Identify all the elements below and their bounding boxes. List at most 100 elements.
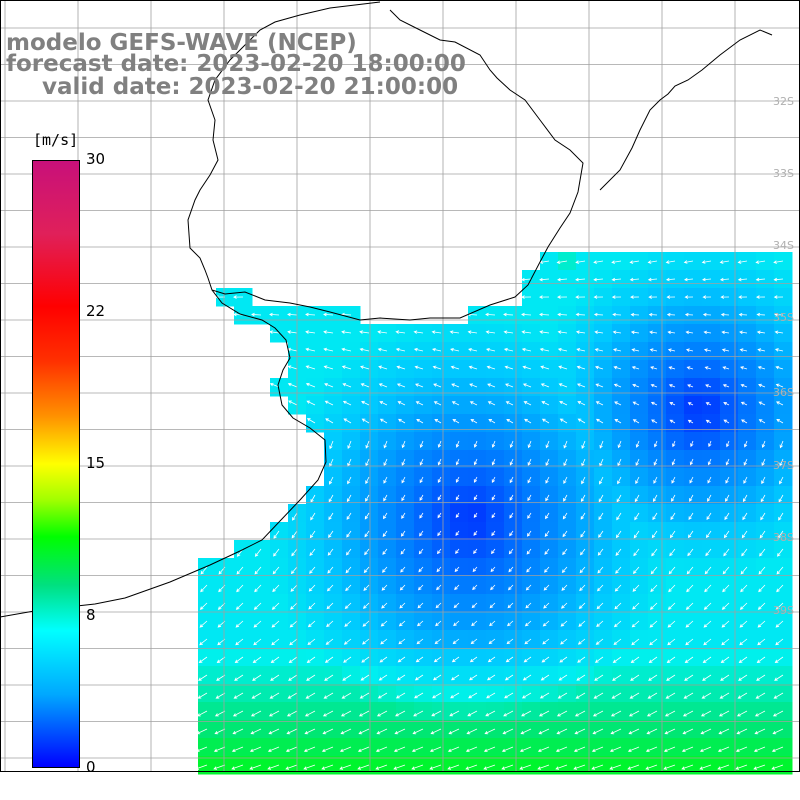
wind-cell [702, 648, 721, 667]
wind-cell [432, 738, 451, 757]
wind-arrow [595, 365, 604, 370]
wind-arrow [455, 440, 460, 448]
wind-cell [450, 738, 469, 757]
wind-arrow [324, 674, 334, 681]
wind-arrow [773, 295, 784, 299]
wind-arrow [609, 746, 622, 753]
wind-cell [252, 702, 271, 721]
wind-arrow [557, 347, 568, 352]
wind-cell [576, 342, 595, 361]
wind-cell [594, 612, 613, 631]
wind-arrow [599, 476, 604, 485]
wind-arrow [467, 710, 478, 717]
wind-arrow [251, 312, 262, 317]
wind-cell [504, 396, 523, 415]
wind-cell [414, 756, 433, 775]
wind-arrow [595, 383, 604, 388]
wind-arrow [419, 530, 424, 537]
wind-arrow [645, 746, 658, 753]
wind-cell [396, 648, 415, 667]
wind-arrow [705, 548, 712, 557]
wind-arrow [327, 566, 334, 574]
wind-arrow [270, 656, 280, 664]
wind-arrow [544, 566, 550, 573]
wind-arrow [437, 458, 442, 466]
wind-arrow [395, 692, 406, 699]
wind-arrow [539, 312, 550, 317]
wind-arrow [377, 692, 388, 699]
wind-cell [540, 396, 559, 415]
wind-cell [450, 720, 469, 739]
wind-arrow [735, 746, 748, 753]
wind-arrow [309, 548, 316, 557]
wind-cell [270, 720, 289, 739]
wind-arrow [455, 512, 460, 519]
wind-cell [612, 720, 631, 739]
wind-arrow [664, 728, 676, 735]
wind-cell [504, 720, 523, 739]
wind-cell [432, 360, 451, 379]
wind-arrow [650, 366, 658, 370]
wind-arrow [686, 584, 694, 593]
wind-cell [432, 324, 451, 343]
wind-arrow [491, 530, 496, 537]
wind-cell [540, 648, 559, 667]
wind-cell [234, 648, 253, 667]
wind-cell [594, 702, 613, 721]
wind-arrow [560, 620, 568, 627]
wind-arrow [342, 383, 352, 388]
wind-arrow [521, 312, 532, 317]
wind-cell [450, 666, 469, 685]
wind-arrow [631, 348, 640, 352]
wind-cell [648, 702, 667, 721]
wind-cell [630, 612, 649, 631]
wind-arrow [414, 674, 424, 681]
wind-cell [576, 252, 595, 271]
wind-arrow [290, 566, 298, 575]
wind-cell [702, 288, 721, 307]
wind-arrow [417, 584, 424, 591]
wind-arrow [447, 764, 460, 770]
wind-cell [630, 756, 649, 775]
wind-arrow [287, 330, 298, 334]
wind-arrow [326, 584, 334, 592]
wind-arrow [627, 746, 640, 753]
wind-cell [540, 612, 559, 631]
wind-arrow [671, 494, 676, 502]
wind-cell [576, 414, 595, 433]
wind-cell [198, 738, 217, 757]
wind-cell [342, 720, 361, 739]
wind-arrow [491, 440, 496, 448]
wind-cell [522, 684, 541, 703]
wind-arrow [345, 584, 352, 592]
wind-arrow [720, 312, 730, 317]
wind-arrow [667, 620, 676, 628]
wind-arrow [328, 512, 334, 521]
wind-arrow [611, 277, 622, 282]
wind-arrow [723, 401, 730, 406]
wind-arrow [483, 746, 496, 753]
wind-arrow [413, 330, 424, 334]
wind-arrow [592, 728, 604, 735]
wind-arrow [668, 566, 676, 575]
wind-arrow [740, 366, 748, 370]
wind-arrow [491, 494, 496, 501]
wind-cell [576, 648, 595, 667]
wind-arrow [379, 656, 388, 663]
wind-arrow [650, 401, 658, 406]
wind-cell [486, 414, 505, 433]
wind-cell [774, 252, 793, 271]
wind-arrow [574, 728, 586, 735]
wind-arrow [541, 418, 550, 424]
wind-arrow [542, 620, 550, 627]
wind-arrow [375, 764, 388, 770]
wind-cell [612, 630, 631, 649]
wind-arrow [685, 638, 694, 646]
wind-arrow [612, 656, 622, 663]
wind-cell [648, 360, 667, 379]
wind-arrow [544, 548, 550, 555]
wind-arrow [382, 530, 388, 538]
wind-cell [306, 666, 325, 685]
wind-cell [756, 684, 775, 703]
wind-cell [360, 630, 379, 649]
